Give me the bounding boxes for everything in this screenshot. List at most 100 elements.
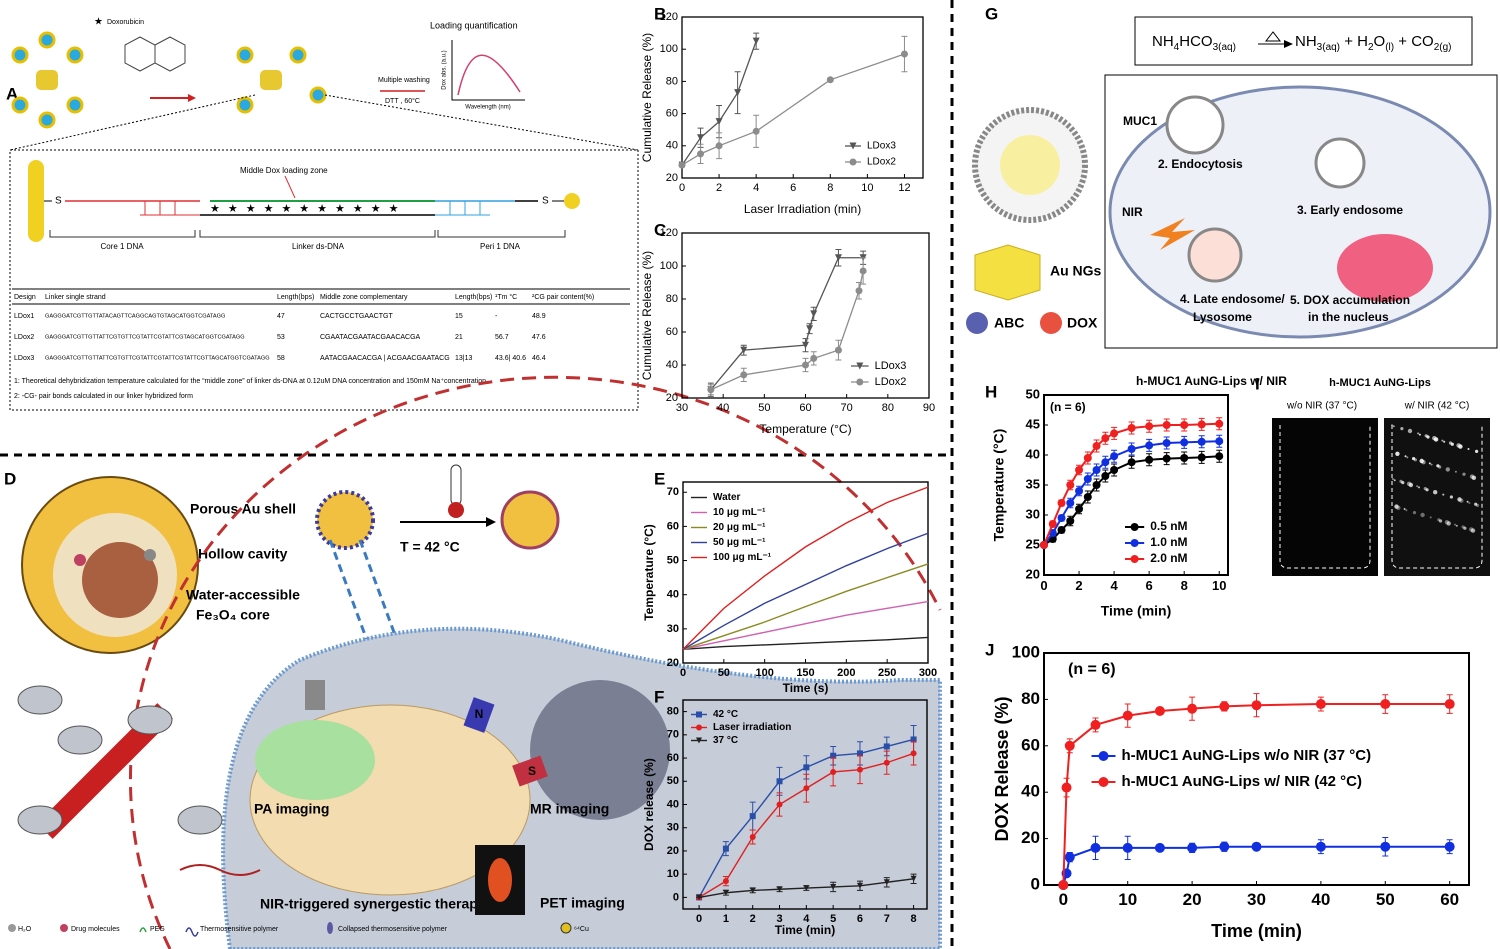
marker [900,50,908,58]
y-tick-label: 30 [1026,506,1040,521]
marker [1162,439,1171,447]
marker [1162,421,1171,429]
eq-part: O [1374,33,1386,50]
marker [1145,441,1154,450]
x-tick-label: 40 [717,402,729,414]
callout: Hollow cavity [198,546,288,562]
x-tick-label: 40 [1311,890,1330,909]
arrow-head [188,94,196,102]
marker [1180,454,1189,462]
marker [1083,493,1092,501]
marker [715,118,723,126]
marker [1057,499,1066,507]
y-axis-title: Temperature (°C) [991,429,1007,542]
x-tick-label: 1 [723,913,729,925]
image-title: h-MUC1 AuNG-Lips [1329,377,1431,389]
x-tick-label: 60 [1440,890,1459,909]
marker [856,882,863,889]
signal-dot [1474,502,1478,506]
nanoparticle [11,96,29,114]
marker [1092,466,1101,474]
table-cell: 47 [277,313,285,320]
table-cell: 13|13 [455,355,472,362]
y-tick-label: 0 [673,891,679,903]
marker [1101,434,1110,443]
legend-text: ⁶⁴Cu [574,926,589,933]
legend-label: Water [713,492,741,503]
marker [1219,841,1230,852]
marker [1090,719,1101,730]
nanoparticle [66,96,84,114]
x-tick-label: 0 [696,913,702,925]
marker [1066,481,1075,489]
marker [1075,487,1084,495]
legend-label: 20 μg mL⁻¹ [713,522,766,533]
signal-dot [1404,455,1407,458]
x-tick-label: 10 [861,182,873,194]
y-axis-title: DOX Release (%) [992,696,1012,841]
legend-text: PEG [150,926,165,933]
x-tick-label: 12 [898,182,910,194]
series-line [682,600,929,651]
zone-label: Middle Dox loading zone [240,166,328,175]
y-tick-label: 60 [666,108,678,120]
diagram-label: Lysosome [1193,310,1252,324]
step-text: DTT , 60°C [385,97,420,105]
x-tick-label: 100 [755,667,773,679]
marker [1180,421,1189,429]
signal-dot [1407,428,1413,434]
legend-label: 0.5 nM [1150,519,1187,533]
x-tick-label: 50 [1376,890,1395,909]
legend-icon [60,924,68,932]
marker [883,759,890,766]
marker [722,845,729,852]
table-cell: - [495,313,498,320]
signal-dot [1430,463,1433,466]
image-label: w/ NIR (42 °C) [1404,401,1470,412]
signal-dot [1393,479,1396,482]
x-tick-label: 5 [830,913,836,925]
signal-dot [1441,439,1444,442]
nanoparticle [315,490,375,550]
legend-label: 1.0 nM [1150,535,1187,549]
marker [1075,505,1084,513]
eq-part: + CO [1394,33,1434,50]
late-endosome [1187,227,1243,283]
y-tick-label: 40 [1021,782,1040,801]
marker [1057,526,1066,534]
legend-icon [139,927,147,933]
series-line [710,270,864,391]
table-cell: 53 [277,334,285,341]
signal-dot [1408,482,1414,488]
nanoparticle [38,111,56,129]
table-cell: 48.9 [532,313,546,320]
marker [1040,541,1048,549]
legend-text: Thermosensitive polymer [200,926,279,933]
marker [740,371,748,379]
x-axis-title: Time (min) [1101,603,1172,619]
marker [678,161,686,169]
marker [1187,703,1198,714]
signal-dot [1391,424,1393,426]
x-tick-label: 30 [1247,890,1266,909]
diagram-label: 2. Endocytosis [1158,157,1243,171]
table-cell: 43.6| 40.6 [495,355,526,362]
legend-label: 50 μg mL⁻¹ [713,537,766,548]
marker [722,878,729,885]
gold-particle [564,193,580,209]
nir-wave [179,864,261,876]
signal-dot [1420,512,1425,518]
x-axis-title: Time (s) [783,681,829,695]
signal-dot [1439,519,1443,523]
x-tick-label: 300 [919,667,937,679]
eq-sub: 2(g) [1434,42,1452,53]
x-axis-title: Laser Irradiation (min) [744,202,861,216]
series-line [1062,845,1450,886]
x-tick-label: 4 [1110,578,1118,593]
x-tick-label: 2 [750,913,756,925]
x-tick-label: 250 [878,667,896,679]
signal-dot [1462,472,1466,476]
signal-dot [1454,523,1456,526]
marker [749,887,756,894]
marker [1215,419,1224,428]
